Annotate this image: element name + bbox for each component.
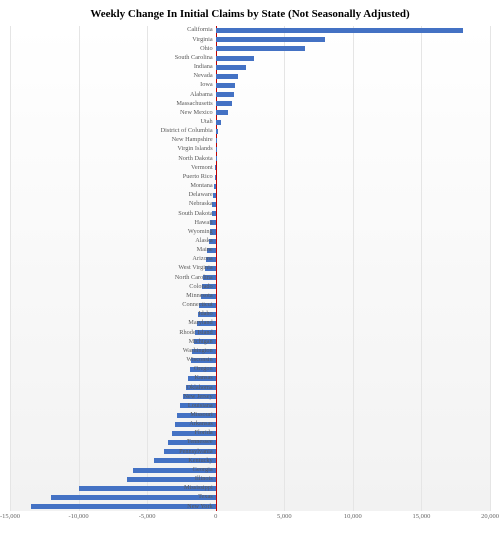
- bar: [216, 92, 234, 97]
- bar-label: Alaska: [10, 237, 216, 246]
- bar-label: Washington: [10, 346, 216, 355]
- bar-label: Missouri: [10, 411, 216, 420]
- bar-label: Rhode Island: [10, 328, 216, 337]
- bar: [216, 120, 221, 125]
- x-tick-label: 10,000: [344, 513, 362, 520]
- bar-label: Nebraska: [10, 200, 216, 209]
- bar: [216, 65, 246, 70]
- bar: [216, 138, 218, 143]
- x-tick-label: 15,000: [412, 513, 430, 520]
- bar: [216, 110, 228, 115]
- bar-label: Maine: [10, 246, 216, 255]
- bar-label: Virgin Islands: [10, 145, 216, 154]
- bar-label: West Virginia: [10, 264, 216, 273]
- bar-label: Massachusetts: [10, 99, 216, 108]
- x-axis: -15,000-10,000-5,00005,00010,00015,00020…: [10, 511, 490, 525]
- bar-label: Utah: [10, 118, 216, 127]
- bar-label: Idaho: [10, 310, 216, 319]
- bar-label: Kansas: [10, 374, 216, 383]
- x-tick-label: -10,000: [69, 513, 89, 520]
- bar-label: Connecticut: [10, 301, 216, 310]
- bar-label: Mississippi: [10, 484, 216, 493]
- bar-label: Florida: [10, 429, 216, 438]
- bar-label: Vermont: [10, 163, 216, 172]
- bar-label: Pennsylvania: [10, 447, 216, 456]
- bar: [216, 147, 217, 152]
- chart-container: Weekly Change In Initial Claims by State…: [0, 0, 500, 535]
- x-tick-label: -5,000: [139, 513, 156, 520]
- bar-label: Wyoming: [10, 227, 216, 236]
- bar-label: Arizona: [10, 255, 216, 264]
- bar-label: Arkansas: [10, 420, 216, 429]
- bar: [216, 156, 217, 161]
- bar-label: Louisiana: [10, 401, 216, 410]
- bar-label: New York: [10, 502, 216, 511]
- bar-label: Texas: [10, 493, 216, 502]
- bar-label: Oklahoma: [10, 383, 216, 392]
- plot-area: CaliforniaVirginiaOhioSouth CarolinaIndi…: [10, 26, 490, 511]
- chart-title: Weekly Change In Initial Claims by State…: [10, 8, 490, 20]
- x-tick-label: -15,000: [0, 513, 20, 520]
- bar-label: Maryland: [10, 319, 216, 328]
- bar-label: Hawaii: [10, 218, 216, 227]
- bar-label: North Carolina: [10, 273, 216, 282]
- bar-label: Wisconsin: [10, 356, 216, 365]
- bar-label: Minnesota: [10, 292, 216, 301]
- bar-label: Delaware: [10, 191, 216, 200]
- grid-line: [490, 26, 491, 511]
- bar-label: California: [10, 26, 216, 35]
- bar-label: Georgia: [10, 466, 216, 475]
- bar: [216, 129, 218, 134]
- bar-label: District of Columbia: [10, 127, 216, 136]
- bar: [216, 37, 326, 42]
- bar-label: Oregon: [10, 365, 216, 374]
- bar-label: New Mexico: [10, 108, 216, 117]
- bar-label: Colorado: [10, 282, 216, 291]
- bar-label: Ohio: [10, 44, 216, 53]
- bar-label: New Hampshire: [10, 136, 216, 145]
- bar-label: Illinois: [10, 475, 216, 484]
- bar-label: Virginia: [10, 35, 216, 44]
- bar-label: Indiana: [10, 63, 216, 72]
- x-tick-label: 5,000: [277, 513, 292, 520]
- bar-label: Kentucky: [10, 456, 216, 465]
- bar: [216, 46, 305, 51]
- bar-label: Tennessee: [10, 438, 216, 447]
- bar: [216, 101, 232, 106]
- bar-label: New Jersey: [10, 392, 216, 401]
- bar-label: Iowa: [10, 81, 216, 90]
- bar-label: Michigan: [10, 337, 216, 346]
- bar: [216, 83, 235, 88]
- bar-label: South Carolina: [10, 53, 216, 62]
- bar-label: Montana: [10, 182, 216, 191]
- bar: [216, 56, 254, 61]
- y-labels: CaliforniaVirginiaOhioSouth CarolinaIndi…: [10, 26, 216, 511]
- bar-label: Alabama: [10, 90, 216, 99]
- bar-label: Nevada: [10, 72, 216, 81]
- bar-label: South Dakota: [10, 209, 216, 218]
- bar: [216, 74, 238, 79]
- bar: [216, 28, 463, 33]
- x-tick-label: 0: [214, 513, 217, 520]
- x-tick-label: 20,000: [481, 513, 499, 520]
- bar-label: North Dakota: [10, 154, 216, 163]
- bar-label: Puerto Rico: [10, 173, 216, 182]
